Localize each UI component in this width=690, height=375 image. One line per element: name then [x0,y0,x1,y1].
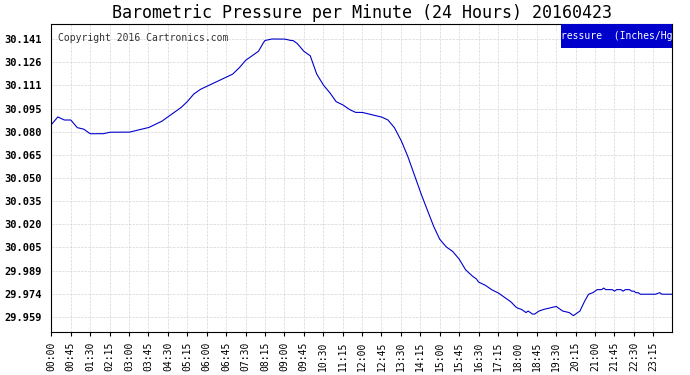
Text: Copyright 2016 Cartronics.com: Copyright 2016 Cartronics.com [57,33,228,43]
Title: Barometric Pressure per Minute (24 Hours) 20160423: Barometric Pressure per Minute (24 Hours… [112,4,612,22]
